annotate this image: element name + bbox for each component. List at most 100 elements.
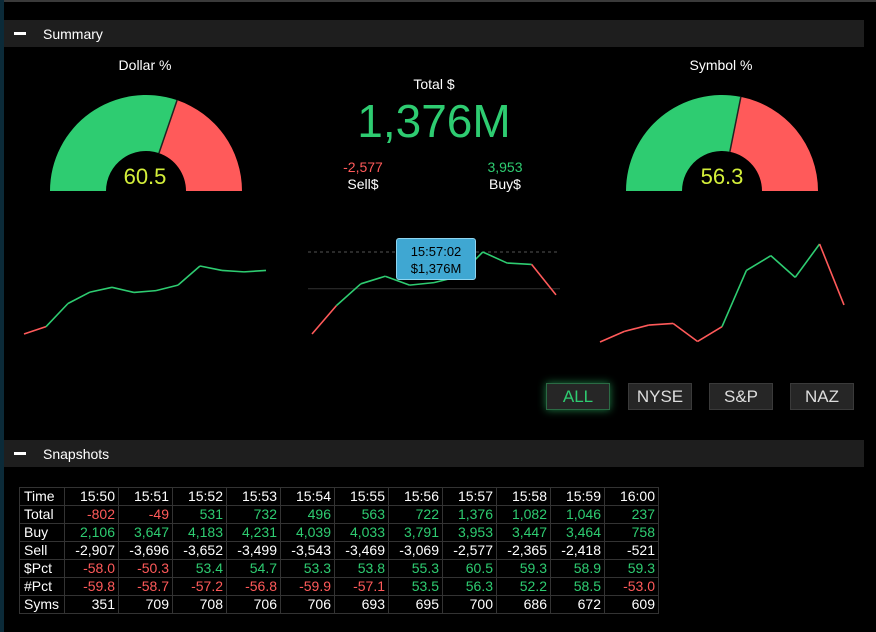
collapse-icon[interactable] [14, 32, 26, 35]
gauge-divider [729, 96, 742, 152]
table-cell: 3,447 [496, 523, 551, 542]
table-cell: -3,499 [226, 541, 281, 560]
sparkline-segment [770, 255, 796, 278]
table-cell: -3,652 [172, 541, 227, 560]
column-header: 15:51 [118, 487, 173, 506]
table-cell: 54.7 [226, 559, 281, 578]
symbol-pct-gauge [626, 95, 818, 191]
sparkline-segment [624, 324, 650, 333]
sparkline-segment [23, 325, 47, 335]
market-button-sp[interactable]: S&P [709, 383, 773, 410]
table-cell: -57.2 [172, 577, 227, 596]
table-cell: 2,106 [64, 523, 119, 542]
table-cell: 4,033 [334, 523, 389, 542]
sparkline-segment [67, 291, 91, 305]
sparkline-segment [599, 330, 625, 343]
dollar-pct-sparkline [23, 265, 267, 335]
table-cell: 706 [280, 595, 335, 614]
market-button-nyse[interactable]: NYSE [628, 383, 692, 410]
snapshots-panel-header[interactable]: Snapshots [4, 440, 864, 467]
column-header: 15:58 [496, 487, 551, 506]
sparkline-segment [360, 275, 386, 285]
table-cell: -58.7 [118, 577, 173, 596]
sell-label: Sell$ [347, 176, 379, 192]
table-row: Total -802 -49 531 732 496 563 722 1,376 1,082 1,0… [19, 505, 659, 524]
table-cell: -802 [64, 505, 119, 524]
total-label: Total $ [413, 76, 455, 92]
sparkline-segment [221, 269, 245, 273]
table-cell: 59.3 [604, 559, 659, 578]
summary-panel-header[interactable]: Summary [4, 20, 864, 47]
table-cell: 3,464 [550, 523, 605, 542]
sparkline-segment [243, 269, 267, 273]
table-cell: 1,046 [550, 505, 605, 524]
sparkline-segment [155, 284, 179, 292]
table-cell: 351 [64, 595, 119, 614]
table-cell: 706 [226, 595, 281, 614]
column-header: 16:00 [604, 487, 659, 506]
sell-value: -2,577 [343, 159, 383, 175]
table-cell: -2,365 [496, 541, 551, 560]
table-cell: -3,069 [388, 541, 443, 560]
collapse-icon[interactable] [14, 452, 26, 455]
table-cell: 1,376 [442, 505, 497, 524]
table-cell: 3,791 [388, 523, 443, 542]
sparkline-segment [311, 305, 338, 335]
table-cell: -2,907 [64, 541, 119, 560]
top-border [0, 0, 876, 2]
sparkline-segment [384, 275, 410, 286]
table-cell: 4,231 [226, 523, 281, 542]
table-cell: 237 [604, 505, 659, 524]
row-label: Syms [19, 595, 65, 614]
market-button-naz[interactable]: NAZ [790, 383, 854, 410]
sparkline-segment [530, 263, 557, 296]
table-cell: -58.0 [64, 559, 119, 578]
table-cell: 758 [604, 523, 659, 542]
sparkline-segment [335, 283, 362, 307]
buy-value: 3,953 [487, 159, 523, 175]
sparkline-segment [45, 302, 69, 328]
gauge-remainder [729, 96, 818, 191]
table-cell: -53.0 [604, 577, 659, 596]
table-cell: -56.8 [226, 577, 281, 596]
row-label: Time [19, 487, 65, 506]
table-cell: -3,469 [334, 541, 389, 560]
snapshots-table: Time 15:50 15:51 15:52 15:53 15:54 15:55 15:56 1… [19, 487, 659, 614]
table-cell: 708 [172, 595, 227, 614]
table-cell: 700 [442, 595, 497, 614]
table-cell: 53.5 [388, 577, 443, 596]
table-cell: 53.3 [280, 559, 335, 578]
table-cell: 693 [334, 595, 389, 614]
chart-tooltip: 15:57:02 $1,376M [396, 238, 476, 280]
left-edge [0, 0, 4, 632]
sparkline-segment [111, 286, 135, 294]
table-cell: 4,039 [280, 523, 335, 542]
market-button-all[interactable]: ALL [546, 383, 610, 410]
table-cell: 60.5 [442, 559, 497, 578]
table-cell: 563 [334, 505, 389, 524]
table-cell: 56.3 [442, 577, 497, 596]
sparkline-segment [672, 322, 699, 343]
sparkline-segment [721, 270, 748, 327]
gauge-divider [158, 99, 178, 154]
table-cell: -59.9 [280, 577, 335, 596]
table-cell: -3,696 [118, 541, 173, 560]
column-header: 15:52 [172, 487, 227, 506]
sparkline-segment [482, 251, 508, 264]
table-cell: 58.9 [550, 559, 605, 578]
table-cell: 722 [388, 505, 443, 524]
sparkline-segment [697, 325, 723, 343]
row-label: $Pct [19, 559, 65, 578]
column-header: 15:50 [64, 487, 119, 506]
table-cell: 3,647 [118, 523, 173, 542]
sparkline-segment [648, 322, 674, 326]
table-row: Syms 351 709 708 706 706 693 695 700 686 672 609 [19, 595, 659, 614]
table-cell: -57.1 [334, 577, 389, 596]
table-cell: 58.5 [550, 577, 605, 596]
symbol-pct-sparkline [599, 243, 845, 343]
table-cell: 732 [226, 505, 281, 524]
table-cell: 4,183 [172, 523, 227, 542]
dollar-pct-gauge [50, 95, 242, 191]
sparkline-segment [133, 289, 157, 294]
sparkline-segment [409, 281, 435, 286]
